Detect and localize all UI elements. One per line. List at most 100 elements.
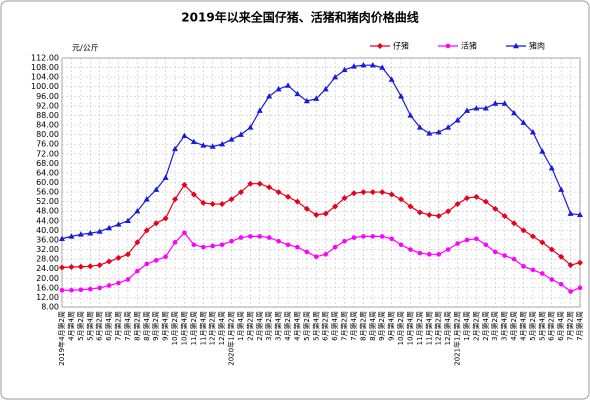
y-tick-label: 84.00 (36, 121, 59, 130)
marker (181, 132, 188, 139)
marker (369, 61, 376, 68)
marker (511, 109, 518, 116)
marker (87, 263, 94, 270)
marker (295, 244, 300, 250)
marker (540, 271, 545, 276)
x-tick-label: 2月第2周 (471, 311, 480, 341)
marker (463, 195, 470, 202)
x-tick-label: 2月第2周 (245, 311, 254, 341)
x-tick-label: 6月第4周 (556, 311, 565, 341)
y-tick-label: 56.00 (36, 188, 59, 197)
marker (219, 140, 226, 147)
marker (377, 43, 383, 49)
marker (520, 227, 527, 234)
marker (143, 196, 150, 202)
marker (96, 262, 103, 269)
marker (229, 238, 234, 244)
marker (370, 234, 376, 239)
marker (558, 281, 564, 287)
marker (303, 97, 310, 104)
y-tick-label: 32.00 (36, 245, 59, 254)
y-tick-label: 52.00 (36, 197, 59, 206)
marker (304, 249, 310, 255)
marker (436, 252, 442, 257)
marker (360, 61, 367, 68)
marker (501, 100, 508, 106)
y-tick-label: 76.00 (36, 140, 59, 149)
marker (558, 186, 565, 192)
marker (275, 189, 282, 196)
marker (341, 195, 348, 202)
y-tick-label: 104.00 (31, 73, 59, 82)
marker (539, 148, 546, 154)
x-tick-label: 5月第2周 (76, 311, 85, 341)
x-tick-label: 11月第2周 (415, 311, 424, 345)
marker (455, 241, 460, 246)
x-tick-label: 6月第4周 (104, 311, 113, 341)
x-tick-label: 8月第4周 (368, 311, 377, 341)
x-tick-label: 10月第2周 (396, 311, 405, 345)
marker (248, 234, 253, 239)
x-tick-label: 5月第4周 (85, 311, 94, 341)
x-tick-label: 8月第2周 (132, 311, 141, 341)
x-tick-label: 1月第4周 (462, 311, 471, 341)
marker (96, 228, 103, 234)
marker (313, 254, 319, 260)
marker (435, 213, 442, 220)
marker (567, 262, 574, 269)
marker (106, 258, 113, 265)
marker (247, 124, 254, 130)
series-group (59, 61, 583, 294)
marker (87, 230, 94, 236)
legend-label: 仔猪 (393, 41, 409, 51)
marker (266, 235, 272, 240)
marker (445, 43, 451, 49)
y-tick-label: 64.00 (36, 168, 59, 177)
marker (134, 208, 141, 214)
marker (163, 254, 168, 260)
marker (341, 66, 348, 73)
x-tick-label: 10月第2周 (170, 311, 179, 345)
marker (59, 287, 65, 293)
x-tick-label: 7月第2周 (114, 311, 123, 341)
marker (266, 93, 273, 99)
marker (162, 174, 169, 180)
x-tick-label: 12月第2周 (208, 311, 217, 345)
marker (464, 237, 470, 243)
marker (492, 205, 499, 212)
y-tick-label: 100.00 (31, 82, 59, 91)
legend-label: 活猪 (461, 41, 477, 51)
x-tick-label: 9月第4周 (387, 311, 396, 341)
y-tick-label: 12.00 (36, 293, 59, 302)
marker (77, 231, 84, 237)
marker (275, 85, 282, 92)
marker (379, 234, 385, 239)
marker (426, 130, 433, 136)
marker (520, 119, 527, 125)
marker (398, 93, 405, 99)
y-tick-label: 72.00 (36, 149, 59, 158)
x-tick-label: 2月第4周 (255, 311, 264, 341)
marker (68, 233, 75, 239)
y-tick-label: 68.00 (36, 159, 59, 168)
marker (106, 283, 112, 288)
marker (285, 82, 292, 88)
x-tick-label: 4月第4周 (66, 311, 75, 341)
y-tick-label: 8.00 (41, 303, 59, 312)
marker (530, 267, 536, 273)
marker (463, 107, 470, 113)
marker (388, 76, 395, 82)
marker (416, 209, 423, 216)
marker (68, 264, 75, 271)
marker (256, 180, 263, 187)
x-tick-label: 4月第2周 (509, 311, 518, 341)
marker (294, 90, 301, 97)
marker (219, 201, 226, 208)
marker (190, 138, 197, 144)
marker (539, 239, 546, 246)
marker (474, 236, 479, 242)
marker (143, 227, 150, 234)
marker (247, 180, 254, 187)
y-tick-label: 60.00 (36, 178, 59, 187)
x-tick-label: 4月第2周 (283, 311, 292, 341)
